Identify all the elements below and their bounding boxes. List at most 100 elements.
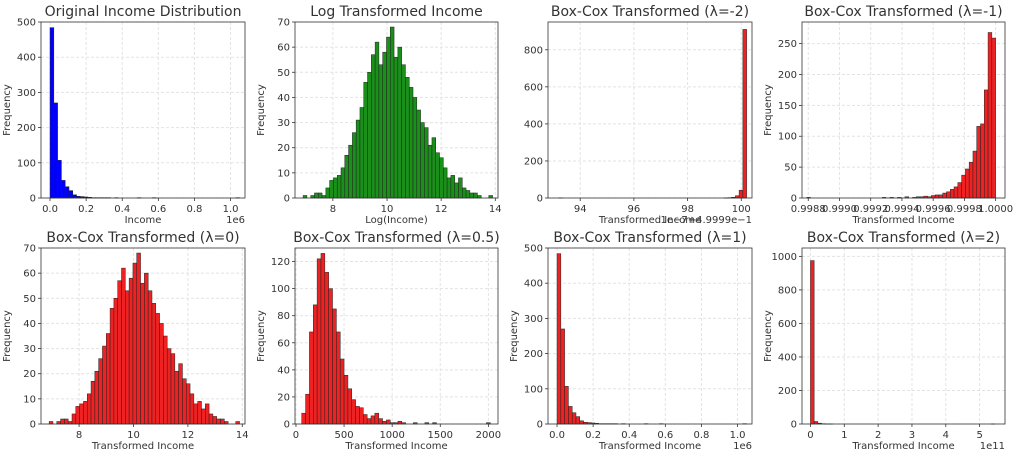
histogram-bar bbox=[987, 32, 993, 199]
x-tick-label: 4 bbox=[943, 430, 949, 441]
histogram-bar bbox=[336, 331, 341, 425]
histogram-bar bbox=[370, 415, 376, 425]
histogram-bar bbox=[374, 412, 379, 425]
histogram-bar bbox=[564, 386, 569, 425]
histogram-bar bbox=[473, 192, 478, 199]
y-tick-label: 0 bbox=[30, 194, 36, 205]
y-tick-label: 300 bbox=[524, 314, 543, 325]
histogram-bar bbox=[366, 418, 372, 425]
histogram-bar bbox=[412, 97, 418, 199]
axes-frame bbox=[40, 247, 246, 425]
histogram-bar bbox=[571, 412, 577, 425]
histogram-bar bbox=[132, 262, 137, 425]
histogram-bar bbox=[305, 393, 310, 425]
axes-frame bbox=[294, 247, 499, 425]
histogram-bar bbox=[320, 253, 326, 425]
histogram-bar bbox=[556, 253, 562, 425]
x-tick-label: 0.4 bbox=[621, 430, 637, 441]
histogram-bar bbox=[79, 403, 84, 425]
y-tick-label: 200 bbox=[17, 123, 36, 134]
chart-title: Box-Cox Transformed (λ=-2) bbox=[551, 4, 749, 20]
histogram-bar bbox=[83, 401, 88, 425]
histogram-bar bbox=[71, 413, 77, 425]
x-tick-label: 1.0000 bbox=[978, 204, 1013, 215]
x-axis-label: Log(Income) bbox=[365, 215, 428, 226]
histogram-bar bbox=[316, 258, 322, 425]
x-tick-label: 2000 bbox=[476, 430, 501, 441]
x-tick-label: 8 bbox=[76, 430, 82, 441]
x-tick-label: 0.2 bbox=[78, 204, 94, 215]
x-axis-label: Transformed Income bbox=[598, 441, 701, 452]
y-axis-label: Frequency bbox=[256, 310, 267, 362]
chart-panel: 0.0 0.2 0.4 0.6 0.8 1.0 0 100 200 300 400 500 Origin… bbox=[2, 4, 246, 226]
x-tick-label: 3 bbox=[909, 430, 915, 441]
x-axis-label: Transformed Income bbox=[344, 441, 447, 452]
histogram-bar bbox=[212, 416, 217, 425]
x-tick-label: 0.9990 bbox=[822, 204, 857, 215]
histogram-bar bbox=[174, 370, 179, 425]
histogram-bar bbox=[140, 282, 145, 425]
x-tick-label: 0.0 bbox=[549, 430, 565, 441]
histogram-bar bbox=[178, 363, 183, 425]
y-tick-label: 400 bbox=[524, 119, 543, 130]
histogram-bar bbox=[742, 29, 747, 199]
x-axis-offset-label: 1e6 bbox=[733, 441, 752, 452]
histogram-bar bbox=[579, 420, 584, 425]
histogram-bar bbox=[359, 107, 364, 199]
histogram-bar bbox=[147, 290, 153, 425]
histogram-bar bbox=[98, 358, 103, 425]
histogram-bar bbox=[458, 177, 463, 199]
chart-title: Box-Cox Transformed (λ=1) bbox=[553, 230, 746, 246]
y-tick-label: 400 bbox=[17, 53, 36, 64]
histogram-bar bbox=[405, 77, 410, 199]
histogram-bar bbox=[355, 406, 360, 425]
histogram-bar bbox=[53, 102, 58, 199]
chart-title: Box-Cox Transformed (λ=2) bbox=[807, 230, 1000, 246]
y-tick-label: 100 bbox=[524, 384, 543, 395]
histogram-bar bbox=[61, 180, 66, 199]
y-tick-label: 200 bbox=[524, 156, 543, 167]
plot-area bbox=[548, 22, 752, 198]
histogram-bar bbox=[182, 378, 187, 425]
chart-title: Box-Cox Transformed (λ=-1) bbox=[804, 4, 1002, 20]
x-tick-label: 1.0 bbox=[730, 430, 746, 441]
y-axis-label: Frequency bbox=[763, 310, 774, 362]
y-tick-label: 0 bbox=[791, 420, 797, 431]
histogram-bar bbox=[348, 144, 353, 199]
x-tick-label: 98 bbox=[681, 204, 694, 215]
histogram-bar bbox=[336, 175, 342, 199]
y-tick-label: 800 bbox=[778, 285, 797, 296]
x-tick-label: 1 bbox=[841, 430, 847, 441]
chart-panel: 0.99880.99900.99920.99940.99960.99981.00… bbox=[763, 4, 1013, 226]
histogram-bar bbox=[382, 421, 387, 425]
y-tick-label: 0 bbox=[537, 194, 543, 205]
histogram-bar bbox=[371, 54, 376, 199]
histogram-bar bbox=[318, 192, 323, 199]
histogram-bar bbox=[121, 267, 126, 425]
x-axis-label: Transformed Income bbox=[851, 441, 954, 452]
histogram-bar bbox=[117, 280, 122, 425]
histogram-bar bbox=[57, 160, 62, 199]
histogram-bar bbox=[934, 194, 940, 199]
x-tick-label: 0.2 bbox=[585, 430, 601, 441]
x-tick-label: 1000 bbox=[379, 430, 404, 441]
y-tick-label: 70 bbox=[277, 18, 290, 29]
x-tick-label: 500 bbox=[335, 430, 354, 441]
x-tick-label: 0.9998 bbox=[947, 204, 982, 215]
histogram-bar bbox=[339, 358, 345, 425]
y-tick-label: 20 bbox=[23, 369, 36, 380]
x-tick-label: 0.9994 bbox=[884, 204, 919, 215]
y-tick-label: 600 bbox=[778, 319, 797, 330]
y-tick-label: 400 bbox=[778, 352, 797, 363]
histogram-bar bbox=[205, 403, 210, 425]
histogram-bar bbox=[408, 87, 414, 199]
histogram-bar bbox=[393, 56, 399, 199]
histogram-bar bbox=[367, 72, 372, 199]
x-axis-label: Transformed Income bbox=[598, 215, 701, 226]
x-tick-label: 0 bbox=[293, 430, 299, 441]
histogram-bar bbox=[329, 180, 334, 199]
histogram-bar bbox=[170, 353, 176, 425]
x-tick-label: 0.0 bbox=[42, 204, 58, 215]
histogram-bar bbox=[738, 189, 744, 199]
